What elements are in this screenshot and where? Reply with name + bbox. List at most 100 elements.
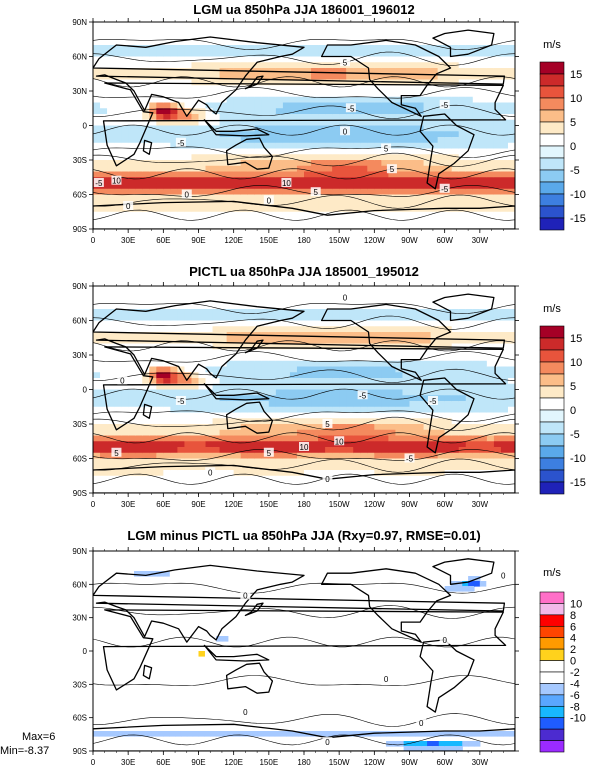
field-cell xyxy=(430,372,439,379)
field-cell xyxy=(289,183,298,190)
field-cell xyxy=(226,200,235,207)
field-cell xyxy=(325,68,333,75)
field-cell xyxy=(472,447,481,454)
field-cell xyxy=(289,487,298,493)
field-cell xyxy=(135,297,143,304)
field-cell xyxy=(380,731,387,737)
field-cell xyxy=(479,22,488,29)
field-cell xyxy=(170,435,178,442)
field-cell xyxy=(360,33,368,40)
field-cell xyxy=(184,137,193,144)
field-cell xyxy=(296,383,305,391)
field-cell xyxy=(142,320,150,327)
field-cell xyxy=(311,337,319,345)
field-cell xyxy=(388,441,397,448)
field-cell xyxy=(261,148,270,155)
field-cell xyxy=(472,68,481,75)
field-cell xyxy=(233,389,242,396)
field-cell xyxy=(360,119,368,127)
field-cell xyxy=(409,56,418,63)
field-cell xyxy=(184,447,193,454)
contour-label: 5 xyxy=(325,420,330,429)
field-cell xyxy=(198,378,207,385)
field-cell xyxy=(156,360,164,368)
field-cell xyxy=(437,429,446,437)
field-cell xyxy=(121,62,129,69)
field-cell xyxy=(409,297,418,304)
field-cell xyxy=(465,125,474,132)
field-cell xyxy=(325,45,333,52)
field-cell xyxy=(247,309,256,316)
field-cell xyxy=(430,165,439,173)
field-cell xyxy=(304,395,312,402)
field-cell xyxy=(233,475,242,483)
field-cell xyxy=(304,177,312,184)
field-cell xyxy=(318,160,326,167)
field-cell xyxy=(332,50,340,58)
field-cell xyxy=(374,372,382,379)
field-cell xyxy=(191,383,200,391)
field-cell xyxy=(486,33,495,40)
field-cell xyxy=(367,206,375,213)
field-cell xyxy=(282,389,291,396)
field-cell xyxy=(381,68,389,75)
field-cell xyxy=(479,303,488,310)
field-cell xyxy=(430,131,439,138)
field-cell xyxy=(282,366,291,373)
field-cell xyxy=(296,458,305,465)
field-cell xyxy=(268,297,277,304)
field-cell xyxy=(275,171,284,178)
field-cell xyxy=(367,50,375,58)
field-cell xyxy=(304,418,312,425)
field-cell xyxy=(444,447,453,454)
field-cell xyxy=(465,286,474,293)
field-cell xyxy=(458,73,467,81)
field-cell xyxy=(430,429,439,437)
field-cell xyxy=(360,383,368,391)
field-cell xyxy=(177,50,186,58)
field-cell xyxy=(128,303,136,310)
field-cell xyxy=(170,119,178,127)
field-cell xyxy=(156,372,164,379)
field-cell xyxy=(325,33,333,40)
field-cell xyxy=(423,62,432,69)
field-cell xyxy=(360,160,368,167)
field-cell xyxy=(311,79,319,86)
field-cell xyxy=(240,171,249,178)
field-cell xyxy=(437,378,446,385)
field-cell xyxy=(114,395,122,402)
colorbar-swatch xyxy=(539,217,565,231)
field-cell xyxy=(289,131,298,138)
field-cell xyxy=(170,108,178,115)
field-cell xyxy=(332,165,340,173)
field-cell xyxy=(479,320,488,327)
field-cell xyxy=(451,211,460,219)
field-cell xyxy=(156,27,164,35)
field-cell xyxy=(282,481,291,488)
field-cell xyxy=(465,102,474,109)
field-cell xyxy=(507,160,515,167)
field-cell xyxy=(353,389,361,396)
field-cell xyxy=(493,177,502,184)
field-cell xyxy=(388,297,397,304)
field-cell xyxy=(282,56,291,63)
field-cell xyxy=(191,303,200,310)
field-cell xyxy=(198,309,207,316)
field-cell xyxy=(191,62,200,69)
field-cell xyxy=(191,458,200,465)
field-cell xyxy=(212,211,221,219)
field-cell xyxy=(402,142,411,150)
field-cell xyxy=(472,366,481,373)
field-cell xyxy=(444,395,453,402)
field-cell xyxy=(423,481,432,488)
field-cell xyxy=(233,142,242,150)
field-cell xyxy=(198,651,205,657)
y-tick-label: 90S xyxy=(73,225,87,234)
field-cell xyxy=(479,79,488,86)
field-cell xyxy=(296,349,305,356)
field-cell xyxy=(353,56,361,63)
field-cell xyxy=(205,183,214,190)
field-cell xyxy=(100,45,108,52)
field-cell xyxy=(275,286,284,293)
